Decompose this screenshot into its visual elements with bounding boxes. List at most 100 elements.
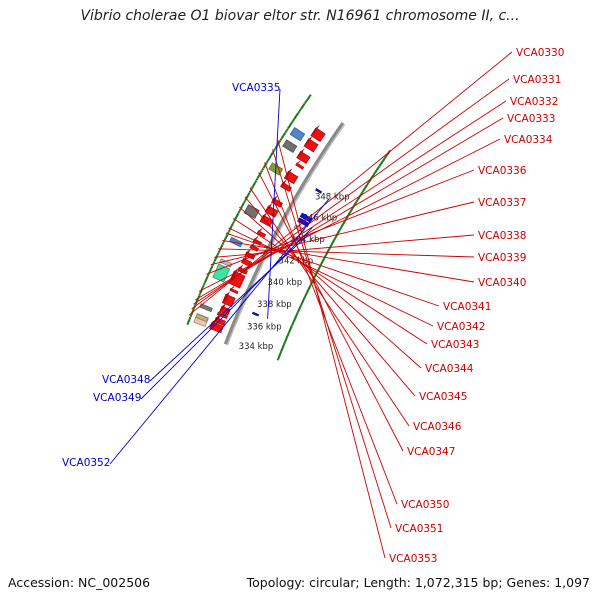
track-minor-tick bbox=[260, 169, 263, 173]
track-minor-tick bbox=[261, 167, 265, 171]
track-minor-tick bbox=[334, 235, 338, 239]
gene-label[interactable]: VCA0338 bbox=[478, 230, 526, 242]
chromosome-backbone bbox=[223, 122, 346, 346]
homolog-feature[interactable] bbox=[195, 313, 209, 323]
gene-label[interactable]: VCA0333 bbox=[507, 113, 555, 125]
gene-label-leader bbox=[206, 169, 475, 275]
gene-label-leader bbox=[244, 196, 416, 397]
track-minor-tick bbox=[364, 184, 368, 188]
gene-label-leader bbox=[277, 140, 386, 559]
track-minor-tick bbox=[286, 332, 290, 336]
track-minor-tick bbox=[292, 118, 296, 122]
gene-label[interactable]: VCA0351 bbox=[395, 523, 443, 535]
chromosome-backbone-highlight bbox=[226, 123, 346, 346]
gene-label[interactable]: VCA0339 bbox=[478, 252, 526, 264]
track-minor-tick bbox=[297, 110, 301, 114]
track-minor-tick bbox=[378, 163, 382, 167]
track-minor-tick bbox=[273, 147, 277, 151]
homolog-feature[interactable] bbox=[289, 126, 306, 142]
gene-label-leader bbox=[198, 138, 501, 292]
track-minor-tick bbox=[370, 175, 374, 179]
gene-label[interactable]: VCA0331 bbox=[513, 74, 561, 86]
gene-label[interactable]: VCA0350 bbox=[401, 499, 449, 511]
gene-label[interactable]: VCA0334 bbox=[504, 134, 553, 146]
track-minor-tick bbox=[279, 138, 283, 141]
gene-label-leader bbox=[228, 227, 434, 327]
track-minor-tick bbox=[333, 237, 337, 241]
gene-label-leader bbox=[140, 227, 313, 400]
gene-label[interactable]: VCA0353 bbox=[389, 553, 437, 565]
track-minor-tick bbox=[248, 190, 252, 194]
gene-label[interactable]: VCA0352 bbox=[62, 457, 110, 469]
track-minor-tick bbox=[225, 233, 229, 237]
gene-label[interactable]: VCA0348 bbox=[102, 374, 150, 386]
track-minor-tick bbox=[255, 177, 259, 181]
track-minor-tick bbox=[349, 209, 353, 213]
gene-feature[interactable] bbox=[296, 150, 311, 164]
track-minor-tick bbox=[290, 325, 293, 328]
gene-label[interactable]: VCA0344 bbox=[425, 363, 474, 375]
track-minor-tick bbox=[332, 239, 336, 243]
gene-feature[interactable] bbox=[251, 311, 260, 317]
track-minor-tick bbox=[291, 321, 295, 325]
gene-label-leader bbox=[264, 162, 398, 505]
gene-feature[interactable] bbox=[264, 205, 279, 218]
gene-feature[interactable] bbox=[303, 138, 319, 153]
gene-label[interactable]: VCA0336 bbox=[478, 165, 527, 177]
track-minor-tick bbox=[241, 202, 245, 206]
gene-feature-shadow bbox=[310, 124, 320, 136]
track-minor-tick bbox=[266, 159, 269, 163]
gene-label-leader bbox=[194, 117, 504, 301]
gene-feature[interactable] bbox=[310, 127, 326, 143]
track-major-tick bbox=[307, 94, 312, 100]
gene-label[interactable]: VCA0340 bbox=[478, 277, 526, 289]
track-minor-tick bbox=[344, 217, 348, 221]
gene-feature[interactable] bbox=[299, 212, 313, 223]
gene-label-leader bbox=[233, 218, 428, 345]
track-minor-tick bbox=[348, 211, 352, 215]
gene-feature-shadow bbox=[304, 135, 313, 147]
gene-label[interactable]: VCA0347 bbox=[407, 446, 455, 458]
homolog-feature[interactable] bbox=[199, 303, 213, 313]
gene-label[interactable]: VCA0332 bbox=[510, 96, 558, 108]
gene-feature-shadow bbox=[295, 160, 301, 165]
gene-label[interactable]: VCA0349 bbox=[93, 392, 141, 404]
gene-feature[interactable] bbox=[237, 266, 248, 275]
gene-feature-shadow bbox=[260, 212, 268, 222]
track-minor-tick bbox=[210, 265, 214, 269]
left-gene-labels: VCA0335 VCA0348 VCA0349 VCA0352 bbox=[62, 82, 330, 469]
track-minor-tick bbox=[285, 128, 289, 132]
track-minor-tick bbox=[282, 342, 286, 346]
gene-label[interactable]: VCA0343 bbox=[431, 339, 479, 351]
gene-feature-shadow bbox=[249, 242, 256, 248]
track-minor-tick bbox=[299, 303, 303, 307]
track-minor-tick bbox=[307, 286, 311, 290]
track-minor-tick bbox=[270, 151, 274, 155]
track-minor-tick bbox=[327, 248, 331, 252]
track-minor-tick bbox=[216, 252, 220, 256]
track-minor-tick bbox=[360, 191, 364, 195]
track-minor-tick bbox=[247, 192, 251, 196]
gene-label[interactable]: VCA0330 bbox=[516, 47, 564, 59]
track-minor-tick bbox=[289, 122, 293, 126]
gene-feature[interactable] bbox=[315, 188, 323, 194]
gene-label[interactable]: VCA0335 bbox=[232, 82, 280, 94]
track-minor-tick bbox=[324, 254, 328, 258]
track-minor-tick bbox=[361, 189, 365, 193]
track-minor-tick bbox=[294, 315, 298, 319]
track-minor-tick bbox=[305, 292, 308, 296]
homolog-feature[interactable] bbox=[282, 139, 298, 154]
scale-tick-label: 340 kbp bbox=[268, 278, 303, 288]
gene-label[interactable]: VCA0341 bbox=[443, 301, 491, 313]
gene-label[interactable]: VCA0346 bbox=[413, 421, 462, 433]
gene-feature[interactable] bbox=[256, 230, 267, 238]
gene-label[interactable]: VCA0337 bbox=[478, 197, 526, 209]
gene-label[interactable]: VCA0342 bbox=[437, 321, 485, 333]
track-minor-tick bbox=[317, 267, 321, 271]
homolog-feature[interactable] bbox=[212, 263, 231, 283]
track-minor-tick bbox=[350, 207, 354, 211]
track-minor-tick bbox=[220, 244, 224, 247]
gene-feature-shadow bbox=[296, 148, 305, 158]
gene-feature-shadow bbox=[257, 227, 263, 234]
gene-label[interactable]: VCA0345 bbox=[419, 391, 467, 403]
